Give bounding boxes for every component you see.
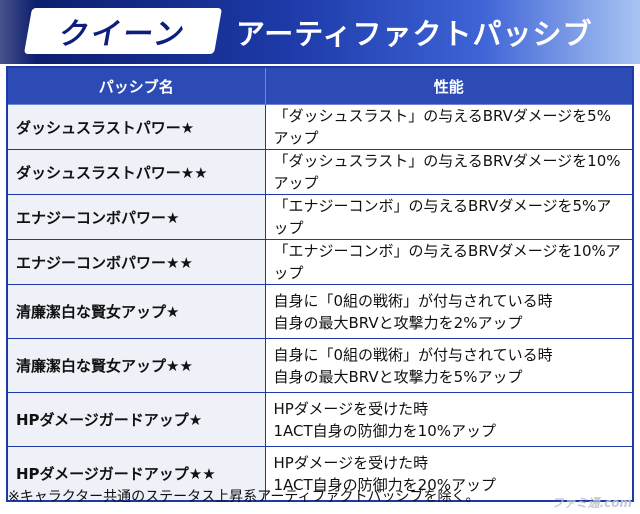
table-row: 清廉潔白な賢女アップ★★ 自身に「0組の戦術」が付与されている時 自身の最大BR… <box>6 338 634 393</box>
effect-line: 1ACT自身の防御力を20%アップ <box>273 475 497 494</box>
effect-line: 自身に「0組の戦術」が付与されている時 <box>273 345 553 364</box>
effect-line: 自身の最大BRVと攻撃力を2%アップ <box>273 313 523 332</box>
passive-name: エナジーコンボパワー★★ <box>6 239 266 285</box>
table-row: ダッシュスラストパワー★★ 「ダッシュスラスト」の与えるBRVダメージを10%ア… <box>6 149 634 195</box>
column-header-effect: 性能 <box>264 66 634 105</box>
passive-name: ダッシュスラストパワー★★ <box>6 149 266 195</box>
passive-name: エナジーコンボパワー★ <box>6 194 266 240</box>
table-row: HPダメージガードアップ★ HPダメージを受けた時 1ACT自身の防御力を10%… <box>6 392 634 447</box>
site-watermark: ファミ通.com <box>551 496 632 510</box>
effect-line: 「エナジーコンボ」の与えるBRVダメージを5%アップ <box>273 197 612 237</box>
passive-name: 清廉潔白な賢女アップ★★ <box>6 338 266 393</box>
table-row: ダッシュスラストパワー★ 「ダッシュスラスト」の与えるBRVダメージを5%アップ <box>6 104 634 150</box>
table-row: HPダメージガードアップ★★ HPダメージを受けた時 1ACT自身の防御力を20… <box>6 446 634 502</box>
passive-name: ダッシュスラストパワー★ <box>6 104 266 150</box>
effect-line: HPダメージを受けた時 <box>273 399 429 418</box>
passive-name: HPダメージガードアップ★ <box>6 392 266 447</box>
passive-table: パッシブ名 性能 ダッシュスラストパワー★ 「ダッシュスラスト」の与えるBRVダ… <box>6 66 634 502</box>
table-row: 清廉潔白な賢女アップ★ 自身に「0組の戦術」が付与されている時 自身の最大BRV… <box>6 284 634 339</box>
passive-name: 清廉潔白な賢女アップ★ <box>6 284 266 339</box>
table-row: エナジーコンボパワー★★ 「エナジーコンボ」の与えるBRVダメージを10%アップ <box>6 239 634 285</box>
effect-line: 「ダッシュスラスト」の与えるBRVダメージを5%アップ <box>273 107 611 147</box>
footnote: ※キャラクター共通のステータス上昇系アーティファクトパッシブを除く。 <box>8 489 480 505</box>
passive-name: HPダメージガードアップ★★ <box>6 446 266 502</box>
column-header-name: パッシブ名 <box>6 66 266 105</box>
effect-line: 自身に「0組の戦術」が付与されている時 <box>273 291 553 310</box>
effect-line: 1ACT自身の防御力を10%アップ <box>273 421 497 440</box>
passive-effect: 「ダッシュスラスト」の与えるBRVダメージを10%アップ <box>264 149 634 195</box>
effect-line: 自身の最大BRVと攻撃力を5%アップ <box>273 367 523 386</box>
section-title: アーティファクトパッシブ <box>236 17 593 51</box>
passive-effect: 「エナジーコンボ」の与えるBRVダメージを10%アップ <box>264 239 634 285</box>
effect-line: 「ダッシュスラスト」の与えるBRVダメージを10%アップ <box>273 152 621 192</box>
passive-effect: 「エナジーコンボ」の与えるBRVダメージを5%アップ <box>264 194 634 240</box>
effect-line: HPダメージを受けた時 <box>273 453 429 472</box>
passive-effect: 自身に「0組の戦術」が付与されている時 自身の最大BRVと攻撃力を2%アップ <box>264 284 634 339</box>
passive-effect: HPダメージを受けた時 1ACT自身の防御力を20%アップ <box>264 446 634 502</box>
passive-effect: 「ダッシュスラスト」の与えるBRVダメージを5%アップ <box>264 104 634 150</box>
table-header-row: パッシブ名 性能 <box>6 66 634 105</box>
character-name: クイーン <box>23 8 223 54</box>
title-banner: クイーン アーティファクトパッシブ <box>0 0 640 64</box>
table-row: エナジーコンボパワー★ 「エナジーコンボ」の与えるBRVダメージを5%アップ <box>6 194 634 240</box>
passive-effect: HPダメージを受けた時 1ACT自身の防御力を10%アップ <box>264 392 634 447</box>
effect-line: 「エナジーコンボ」の与えるBRVダメージを10%アップ <box>273 242 621 282</box>
passive-effect: 自身に「0組の戦術」が付与されている時 自身の最大BRVと攻撃力を5%アップ <box>264 338 634 393</box>
